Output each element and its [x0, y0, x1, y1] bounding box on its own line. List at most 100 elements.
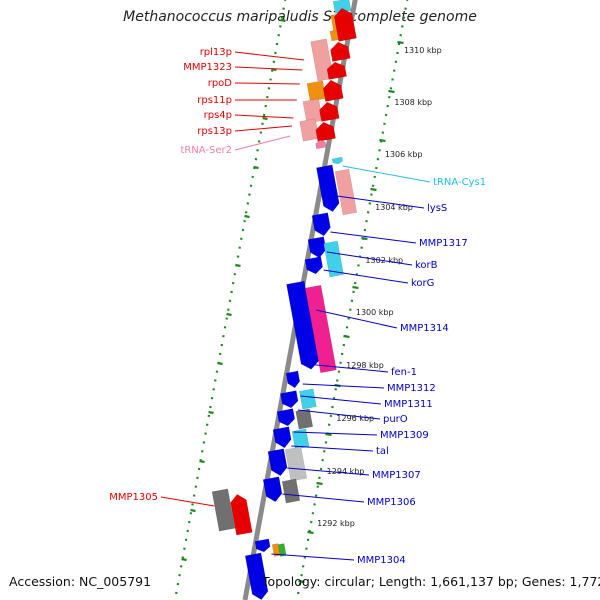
gene-rps11p	[322, 79, 344, 102]
right-leader-line	[293, 431, 378, 436]
gene-mmp1304	[254, 538, 271, 553]
right-leader-line	[342, 165, 431, 183]
left-major-tick	[271, 67, 277, 72]
gene-korb	[307, 236, 327, 259]
right-major-tick	[316, 481, 323, 486]
gene-tal	[267, 448, 288, 477]
left-leader-line	[234, 51, 305, 61]
gene-rps4p	[319, 101, 340, 122]
gene-fen1-shape	[285, 370, 301, 389]
right-major-tick	[361, 236, 368, 241]
gene-rps11p-shape	[322, 79, 344, 102]
genome-summary-text: Topology: circular; Length: 1,661,137 bp…	[262, 574, 600, 589]
left-major-tick	[280, 18, 286, 23]
gene-mmp1305-shape	[230, 493, 253, 536]
right-major-tick	[298, 579, 305, 584]
gene-trna-top-shape	[332, 0, 352, 14]
gene-korb-cyan-shape	[323, 240, 344, 278]
gene-rpl13p	[333, 7, 357, 42]
gene-mmp1314-magenta	[304, 284, 337, 374]
gene-mmp1305-gray-shape	[211, 488, 236, 532]
right-major-tick	[370, 187, 377, 192]
gene-korg-shape	[304, 256, 323, 275]
left-leader-line	[234, 82, 300, 85]
gene-rps4p-shape	[319, 101, 340, 122]
right-leader-line	[300, 395, 382, 405]
gene-lyss-shape	[316, 164, 340, 213]
left-major-tick	[226, 312, 232, 317]
gene-tal-shape	[267, 448, 288, 477]
gene-trna-ser2-shape	[315, 139, 327, 150]
right-gene-label: korG	[411, 278, 434, 289]
scale-label: 1306 kbp	[385, 150, 423, 159]
scale-label: 1296 kbp	[336, 414, 374, 423]
gene-mmp1307-shape	[262, 476, 283, 503]
gene-puro	[272, 426, 292, 449]
gene-mmp1305-gray	[211, 488, 236, 532]
gene-rps13p	[315, 121, 336, 142]
gene-trna-cys1-shape	[331, 156, 344, 165]
left-gene-label: rps13p	[197, 126, 232, 137]
scale-label: 1294 kbp	[327, 467, 365, 476]
right-gene-label: MMP1311	[384, 399, 433, 410]
gene-mmp1323	[330, 41, 351, 62]
left-major-tick	[262, 116, 268, 121]
right-leader-line	[337, 195, 425, 209]
gene-rpl13p-shape	[333, 7, 357, 42]
right-leader-line	[326, 251, 413, 266]
gene-mmp1311-cyan-shape	[299, 388, 317, 410]
right-leader-line	[287, 467, 370, 476]
right-major-tick	[352, 285, 359, 290]
gene-trna-cys1	[331, 156, 344, 165]
left-major-tick	[217, 361, 223, 366]
left-major-tick	[208, 410, 214, 415]
gene-mmp1312-shape	[280, 390, 299, 409]
gene-fen1	[285, 370, 301, 389]
gene-mmp1311-shape	[276, 408, 296, 427]
right-major-tick	[388, 89, 395, 94]
right-major-tick	[379, 138, 386, 143]
gene-korb-shape	[307, 236, 327, 259]
gene-mmp1304-b	[244, 552, 269, 600]
left-major-tick	[190, 508, 196, 513]
gene-trna-top	[332, 0, 352, 14]
right-leader-line	[271, 553, 355, 561]
gene-mmp1311	[276, 408, 296, 427]
scale-label: 1310 kbp	[404, 46, 442, 55]
gene-mmp1323-shape	[330, 41, 351, 62]
right-gene-label: MMP1306	[367, 497, 416, 508]
left-leader-line	[234, 125, 293, 132]
left-gene-label: tRNA-Ser2	[180, 145, 232, 156]
right-gene-label: MMP1317	[419, 238, 468, 249]
left-major-tick	[199, 459, 205, 464]
gene-mmp1311-cyan	[299, 388, 317, 410]
gene-lyss-salmon	[334, 168, 358, 216]
scale-label: 1300 kbp	[356, 308, 394, 317]
left-gene-label: MMP1323	[183, 62, 232, 73]
gene-puro-gray-shape	[295, 408, 314, 430]
gene-mmp1305	[230, 493, 253, 536]
right-leader-line	[291, 445, 374, 452]
right-major-tick	[325, 432, 332, 437]
right-major-tick	[307, 530, 314, 535]
left-gene-label: rps4p	[204, 110, 232, 121]
gene-rps11p-orange	[306, 80, 327, 102]
left-major-tick	[253, 165, 259, 170]
accession-text: Accession: NC_005791	[9, 574, 152, 589]
gene-rpod	[326, 61, 347, 80]
left-gene-label: rps11p	[197, 95, 232, 106]
gene-lyss-salmon-shape	[334, 168, 358, 216]
left-leader-line	[234, 66, 303, 71]
gene-tal-silver	[284, 446, 308, 482]
gene-rps11p-orange-shape	[306, 80, 327, 102]
scale-label: 1298 kbp	[346, 361, 384, 370]
right-major-tick	[397, 40, 404, 45]
right-gene-label: fen-1	[391, 367, 417, 378]
left-gene-label: rpl13p	[200, 47, 232, 58]
gene-mmp1314-magenta-shape	[304, 284, 337, 374]
left-major-tick	[235, 263, 241, 268]
right-leader-line	[323, 269, 409, 284]
gene-mmp1317	[311, 212, 331, 237]
right-gene-label: MMP1304	[357, 555, 406, 566]
gene-korb-cyan	[323, 240, 344, 278]
